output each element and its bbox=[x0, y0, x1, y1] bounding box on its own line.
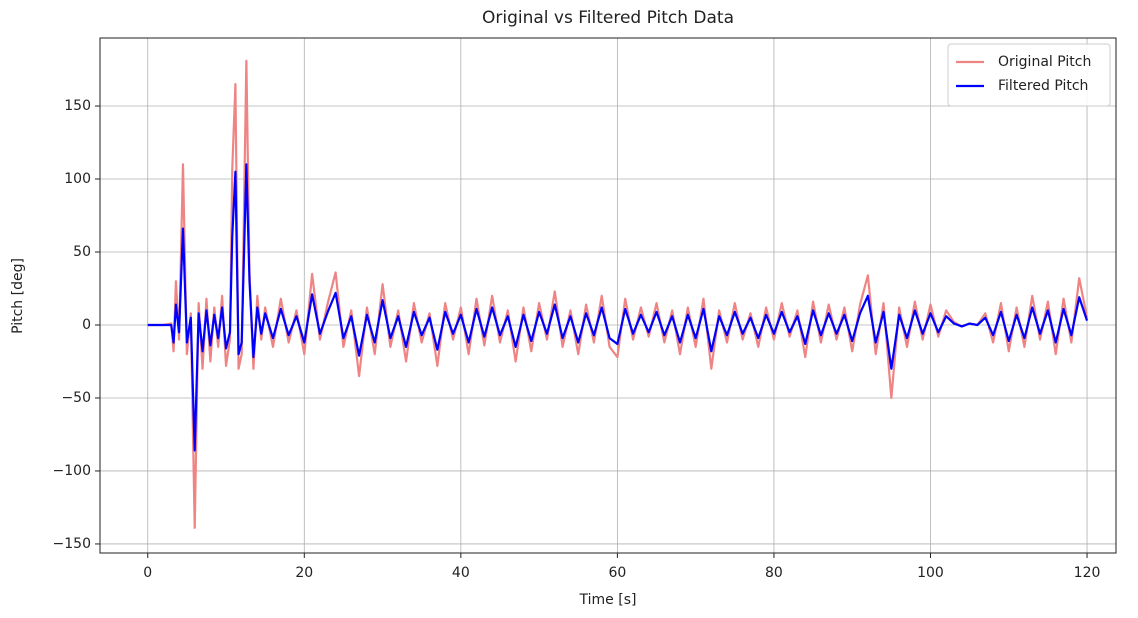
chart-title: Original vs Filtered Pitch Data bbox=[482, 8, 734, 28]
plot-frame bbox=[99, 37, 1117, 554]
y-tick-label: 100 bbox=[64, 171, 91, 187]
x-tick-label: 0 bbox=[143, 565, 152, 581]
y-tick-label: −50 bbox=[61, 390, 91, 406]
x-axis-label: Time [s] bbox=[579, 592, 637, 608]
x-tick-label: 60 bbox=[608, 565, 626, 581]
y-tick-label: 0 bbox=[82, 317, 91, 333]
y-tick-label: −100 bbox=[53, 463, 91, 479]
y-tick-label: 50 bbox=[73, 244, 91, 260]
legend-label: Filtered Pitch bbox=[998, 78, 1088, 94]
x-tick-label: 100 bbox=[917, 565, 944, 581]
legend-box bbox=[947, 43, 1111, 107]
x-tick-label: 80 bbox=[765, 565, 783, 581]
y-tick-label: −150 bbox=[53, 536, 91, 552]
x-tick-label: 120 bbox=[1074, 565, 1101, 581]
y-tick-label: 150 bbox=[64, 98, 91, 114]
y-axis-label: Pitch [deg] bbox=[10, 258, 26, 334]
legend: Original Pitch Filtered Pitch bbox=[947, 43, 1111, 107]
data-line bbox=[147, 163, 1089, 452]
x-tick-label: 20 bbox=[295, 565, 313, 581]
legend-label: Original Pitch bbox=[998, 54, 1091, 70]
x-tick-label: 40 bbox=[452, 565, 470, 581]
